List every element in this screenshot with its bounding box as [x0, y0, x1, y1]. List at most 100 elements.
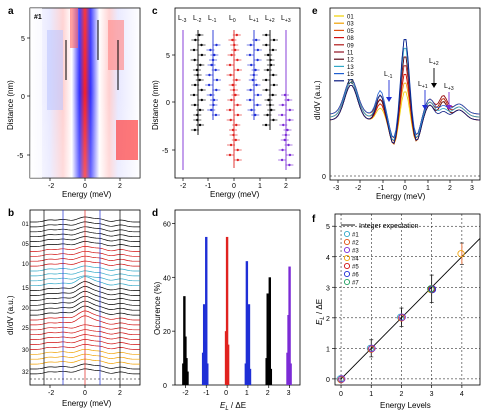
panel-f-letter: f [312, 214, 316, 225]
panel-c-point [269, 58, 272, 62]
panel-c-point [230, 53, 233, 57]
panel-e-arrowhead [422, 105, 428, 110]
panel-e-legend-label: 13 [347, 65, 354, 71]
panel-e-xtick: 0 [403, 185, 407, 192]
panel-c-axes: -2 -1 0 1 2 Energy (meV) 5 0 -5 Distance… [151, 53, 288, 199]
panel-e-legend-label: 03 [347, 22, 354, 28]
panel-c-point [287, 143, 290, 147]
panel-c-point [233, 48, 237, 52]
panel-c-point [192, 48, 196, 52]
panel-b-row-label: 20 [22, 306, 29, 312]
panel-c-point [210, 108, 213, 112]
panel-e-legend-label: 18 [347, 79, 354, 85]
panel-f-legend-marker [343, 270, 351, 278]
panel-e-axes: -3 -2 -1 0 1 2 3 Energy (meV) 0 dI/dV (a… [313, 80, 474, 201]
panel-e-legend-label: 05 [347, 29, 354, 35]
panel-e-annotation-lp1: L+1 [418, 81, 428, 90]
panel-c-point [235, 123, 238, 127]
panel-d-bar [205, 236, 208, 385]
panel-c-point [193, 103, 197, 107]
panel-c-point [198, 108, 202, 112]
panel-b-row-label: 30 [22, 348, 29, 354]
panel-c-point [255, 38, 258, 42]
panel-b-axes: -2 0 2 Energy (meV) dI/dV (a.u.) [6, 295, 122, 408]
panel-d-bar [268, 277, 271, 385]
panel-d-ytick: 60 [163, 221, 171, 228]
panel-c-levels: L-3 L-2 L-1 L0 L+1 L+2 L+3 [178, 15, 294, 170]
panel-b: b 01 05 10 15 20 25 30 32 -2 0 2 Energy … [6, 208, 141, 408]
panel-c-point [282, 123, 285, 127]
panel-c-point [236, 58, 239, 62]
panel-c-point [229, 73, 232, 77]
panel-c-point [209, 48, 212, 52]
panel-f-legend-marker [343, 278, 351, 286]
panel-e-annotation-lm1: L-1 [384, 71, 393, 80]
panel-c-point [266, 68, 269, 72]
panel-d-bars [182, 236, 292, 385]
panel-c-point [192, 93, 196, 97]
panel-c-point [229, 143, 233, 147]
panel-c-point [271, 93, 274, 97]
panel-d-axes: -2 -1 0 1 2 3 0 20 40 60 [163, 221, 291, 397]
panel-c-point [215, 88, 218, 92]
panel-b-row-label: 25 [22, 326, 29, 332]
panel-f-legend-marker [343, 238, 351, 246]
panel-a-ytick: 5 [21, 36, 25, 43]
panel-c-point [281, 103, 284, 107]
panel-a: a #1 -2 0 2 Energy (meV) 5 0 -5 Distance… [6, 6, 141, 199]
panel-f-legend-marker [343, 230, 351, 238]
panel-c-point [249, 43, 252, 47]
panel-c-point [283, 138, 286, 142]
panel-c-point [196, 118, 199, 122]
panel-c-point [228, 63, 232, 67]
panel-d-bar [186, 371, 189, 385]
panel-c-point [200, 43, 203, 47]
panel-f-legend-marker [343, 254, 351, 262]
panel-c-ytick: 5 [166, 53, 170, 60]
panel-f-legend-items: #1 #2 #3 #4 #5 #6 #7 [343, 230, 359, 287]
panel-c-ytick: 0 [166, 100, 170, 107]
panel-d-xlabel: EL / ΔE [220, 401, 246, 412]
panel-e-annotation-lp3: L+3 [444, 83, 454, 92]
panel-c-point [266, 53, 270, 57]
panel-c-level-label: L-3 [178, 15, 187, 24]
panel-d-ytick: 0 [163, 383, 167, 390]
panel-a-xtick: -2 [48, 183, 54, 190]
panel-f-ylabel: EL / ΔE [315, 299, 326, 325]
panel-c-point [265, 43, 268, 47]
panel-c-point [283, 93, 287, 97]
panel-d-bar [225, 236, 229, 385]
panel-e-xlabel: Energy (meV) [376, 192, 426, 201]
panel-e-xtick: -2 [355, 185, 361, 192]
panel-c-point [271, 48, 275, 52]
panel-c-point [280, 158, 284, 162]
panel-c-point [248, 53, 252, 57]
panel-c-level-label: L+1 [249, 15, 259, 24]
panel-e-legend-label: 08 [347, 36, 354, 42]
panel-a-left-band [30, 8, 42, 178]
panel-e-xtick: 2 [448, 185, 452, 192]
panel-f-ytick: 4 [326, 255, 330, 262]
panel-f-point [368, 344, 376, 352]
panel-c-xtick: 0 [232, 183, 236, 190]
panel-c-point [288, 153, 292, 157]
panel-c-point [286, 128, 289, 132]
panel-f-legend-line-label: Integer expectation [359, 223, 419, 230]
panel-e-ylabel: dI/dV (a.u.) [313, 80, 322, 120]
panel-f-xtick: 1 [369, 391, 373, 398]
panel-c-point [272, 118, 275, 122]
panel-a-red-blob-topright [108, 20, 124, 70]
panel-d-bar [269, 368, 273, 385]
panel-e-annotation-lp2: L+2 [429, 58, 439, 67]
panel-f-point [398, 313, 406, 321]
panel-c-point [265, 88, 268, 92]
panel-e-arrowhead [431, 83, 437, 88]
panel-d-ytick: 20 [163, 329, 171, 336]
panel-d-bar [266, 293, 269, 385]
panel-c-point [196, 113, 199, 117]
panel-a-blue-blob-left [47, 30, 63, 110]
panel-a-ylabel: Distance (nm) [6, 80, 15, 130]
panel-f-ytick: 3 [326, 285, 330, 292]
